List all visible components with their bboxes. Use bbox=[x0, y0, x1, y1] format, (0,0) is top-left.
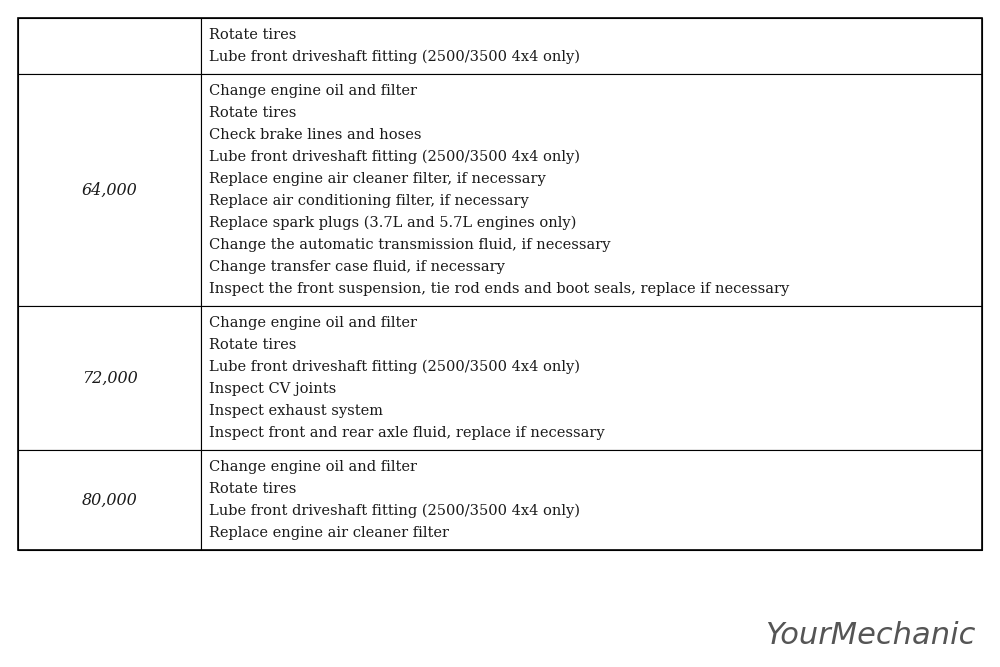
Text: 64,000: 64,000 bbox=[82, 181, 137, 199]
Text: Rotate tires: Rotate tires bbox=[209, 106, 297, 120]
Text: Replace spark plugs (3.7L and 5.7L engines only): Replace spark plugs (3.7L and 5.7L engin… bbox=[209, 216, 577, 230]
Bar bbox=[201, 306, 982, 450]
Text: Check brake lines and hoses: Check brake lines and hoses bbox=[209, 128, 422, 142]
Text: Change engine oil and filter: Change engine oil and filter bbox=[209, 84, 417, 98]
Text: Change transfer case fluid, if necessary: Change transfer case fluid, if necessary bbox=[209, 260, 505, 274]
Text: Inspect the front suspension, tie rod ends and boot seals, replace if necessary: Inspect the front suspension, tie rod en… bbox=[209, 282, 789, 296]
Text: Inspect CV joints: Inspect CV joints bbox=[209, 382, 336, 396]
Text: Rotate tires: Rotate tires bbox=[209, 338, 297, 352]
Text: 80,000: 80,000 bbox=[82, 492, 137, 508]
Text: Lube front driveshaft fitting (2500/3500 4x4 only): Lube front driveshaft fitting (2500/3500… bbox=[209, 504, 580, 518]
Text: Lube front driveshaft fitting (2500/3500 4x4 only): Lube front driveshaft fitting (2500/3500… bbox=[209, 360, 580, 374]
Text: Inspect front and rear axle fluid, replace if necessary: Inspect front and rear axle fluid, repla… bbox=[209, 426, 605, 440]
Text: Change engine oil and filter: Change engine oil and filter bbox=[209, 460, 417, 474]
Text: Replace engine air cleaner filter: Replace engine air cleaner filter bbox=[209, 526, 449, 540]
Bar bbox=[18, 18, 982, 550]
Text: YourMechanic: YourMechanic bbox=[765, 620, 975, 650]
Bar bbox=[18, 450, 201, 550]
Text: Inspect exhaust system: Inspect exhaust system bbox=[209, 404, 383, 418]
Text: 72,000: 72,000 bbox=[82, 370, 137, 386]
Bar bbox=[18, 18, 201, 74]
Bar bbox=[18, 306, 201, 450]
Bar bbox=[201, 18, 982, 74]
Text: Rotate tires: Rotate tires bbox=[209, 482, 297, 496]
Text: Rotate tires: Rotate tires bbox=[209, 28, 297, 42]
Text: Lube front driveshaft fitting (2500/3500 4x4 only): Lube front driveshaft fitting (2500/3500… bbox=[209, 50, 580, 64]
Text: Replace air conditioning filter, if necessary: Replace air conditioning filter, if nece… bbox=[209, 194, 529, 208]
Text: Lube front driveshaft fitting (2500/3500 4x4 only): Lube front driveshaft fitting (2500/3500… bbox=[209, 150, 580, 164]
Text: Change the automatic transmission fluid, if necessary: Change the automatic transmission fluid,… bbox=[209, 238, 611, 252]
Bar bbox=[201, 450, 982, 550]
Text: Replace engine air cleaner filter, if necessary: Replace engine air cleaner filter, if ne… bbox=[209, 172, 546, 186]
Bar bbox=[18, 74, 201, 306]
Text: Change engine oil and filter: Change engine oil and filter bbox=[209, 316, 417, 330]
Bar bbox=[201, 74, 982, 306]
